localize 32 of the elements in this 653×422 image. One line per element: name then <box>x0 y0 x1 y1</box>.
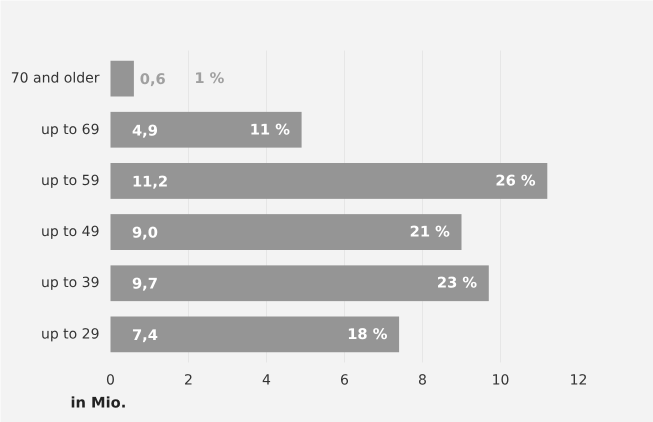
y-tick-label: up to 39 <box>40 275 100 292</box>
data-label: 9,0 <box>132 224 158 242</box>
x-tick-label: 12 <box>570 372 588 388</box>
x-tick-label: 6 <box>340 372 350 388</box>
bar <box>110 265 489 302</box>
x-axis-title: in Mio. <box>70 394 126 412</box>
x-tick-label: 10 <box>492 372 510 388</box>
data-label: 9,7 <box>132 276 158 293</box>
annotation: 1 % <box>194 70 225 88</box>
y-tick-label: up to 69 <box>40 122 100 138</box>
bar <box>110 112 302 148</box>
annotation: 26 % <box>495 172 536 190</box>
x-tick-label: 8 <box>418 372 427 388</box>
bar <box>110 60 134 97</box>
x-tick-label: 4 <box>262 372 272 388</box>
x-tick-label: 0 <box>106 372 115 388</box>
bar <box>110 316 400 352</box>
y-tick-label: up to 29 <box>40 326 100 342</box>
data-label: 11,2 <box>132 173 168 190</box>
bar <box>110 163 548 199</box>
y-tick-label: up to 49 <box>40 224 100 240</box>
annotation: 11 % <box>250 121 290 138</box>
annotation: 21 % <box>410 224 450 241</box>
y-tick-label: up to 59 <box>40 172 100 189</box>
annotation: 18 % <box>347 326 388 343</box>
bar <box>110 214 462 250</box>
x-tick-label: 2 <box>184 372 193 388</box>
annotation: 23 % <box>436 274 478 292</box>
y-tick-label: 70 and older <box>10 70 100 87</box>
data-label: 0,6 <box>140 71 166 88</box>
data-label: 7,4 <box>132 326 158 344</box>
data-label: 4,9 <box>132 122 158 140</box>
